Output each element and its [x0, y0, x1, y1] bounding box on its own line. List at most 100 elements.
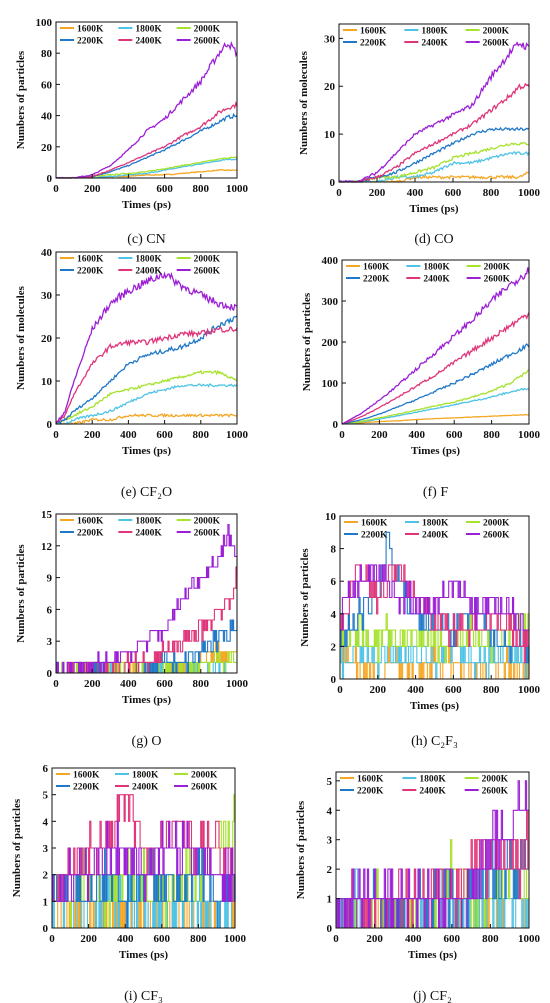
y-tick-label: 2 — [43, 870, 49, 882]
series-line-2600K — [55, 40, 238, 179]
chart-panel-7: 0 200 400 600 800 1000 0 1 2 3 4 5 6 Times (ps) Number… — [11, 763, 247, 1003]
series-line-2200K — [336, 839, 529, 929]
panel-caption: (g) O — [132, 734, 162, 749]
x-tick-label: 800 — [193, 678, 210, 690]
x-tick-label: 1000 — [226, 678, 249, 690]
series-line-2400K — [341, 312, 530, 425]
legend-label: 2200K — [363, 275, 390, 285]
x-tick-label: 1000 — [518, 187, 541, 199]
legend-label: 2000K — [483, 27, 510, 37]
legend-label: 2600K — [194, 37, 221, 47]
x-tick-label: 400 — [407, 684, 424, 696]
x-tick-label: 0 — [53, 678, 59, 690]
y-axis-label: Numbers of particles — [295, 800, 307, 899]
x-tick-label: 600 — [445, 684, 462, 696]
chart-panel-8: 0 200 400 600 800 1000 0 1 2 3 4 5 Times (ps) Numbers… — [295, 771, 541, 1003]
y-tick-label: 30 — [324, 33, 336, 45]
series-line-2400K — [56, 566, 238, 674]
x-tick-label: 1000 — [518, 429, 541, 441]
y-tick-label: 4 — [331, 609, 337, 621]
x-tick-label: 200 — [84, 183, 101, 195]
series-line-2400K — [55, 100, 238, 179]
x-tick-label: 400 — [120, 678, 137, 690]
series-line-2600K — [338, 41, 530, 183]
series-line-2600K — [340, 564, 530, 631]
x-tick-label: 0 — [53, 429, 59, 441]
plot-frame — [339, 515, 530, 680]
panel-caption: (e) CF₂O — [121, 485, 172, 500]
panel-caption: (h) C₂F₃ — [411, 734, 458, 749]
legend: 1600K 1800K 2000K 2200K 2400K 2600K — [343, 27, 510, 49]
legend-label: 2200K — [361, 531, 388, 541]
legend: 1600K 1800K 2000K 2200K 2400K 2600K — [346, 263, 511, 285]
legend-label: 2000K — [191, 771, 218, 781]
series-line-1600K — [341, 413, 530, 425]
x-tick-label: 200 — [84, 678, 101, 690]
x-tick-label: 400 — [409, 429, 426, 441]
y-tick-label: 40 — [41, 247, 53, 259]
legend-label: 1600K — [357, 775, 384, 785]
x-tick-label: 1000 — [518, 933, 541, 945]
x-tick-label: 1000 — [224, 933, 247, 945]
series-line-1800K — [55, 383, 238, 425]
x-tick-label: 0 — [339, 429, 345, 441]
panel-caption: (i) CF₃ — [124, 989, 163, 1003]
y-tick-label: 300 — [322, 296, 339, 308]
legend-label: 2400K — [135, 37, 162, 47]
legend-label: 2600K — [482, 787, 509, 797]
y-tick-label: 3 — [327, 835, 333, 847]
x-tick-label: 200 — [371, 429, 388, 441]
legend-label: 2000K — [194, 255, 221, 265]
plot-frame — [55, 513, 238, 674]
y-tick-label: 6 — [47, 604, 53, 616]
y-tick-label: 0 — [47, 668, 53, 680]
x-axis-label: Times (ps) — [410, 700, 459, 712]
x-axis-label: Times (ps) — [411, 445, 460, 457]
y-tick-label: 15 — [41, 509, 53, 521]
plot-frame — [341, 259, 530, 425]
chart-panel-5: 0 200 400 600 800 1000 0 3 6 9 12 15 Times (ps) Numbe… — [15, 509, 249, 749]
x-tick-label: 400 — [120, 183, 137, 195]
y-axis-label: Numbers of molecules — [298, 50, 310, 155]
legend-label: 1600K — [77, 255, 104, 265]
y-tick-label: 100 — [36, 17, 53, 29]
panel-caption: (d) CO — [414, 232, 453, 247]
legend: 1600K 1800K 2000K 2200K 2400K 2600K — [60, 25, 221, 47]
x-tick-label: 800 — [193, 183, 210, 195]
x-axis-label: Times (ps) — [408, 949, 457, 961]
x-tick-label: 800 — [483, 684, 500, 696]
legend-label: 1600K — [363, 263, 390, 273]
y-tick-label: 20 — [41, 142, 53, 154]
y-tick-label: 0 — [331, 674, 337, 686]
x-tick-label: 800 — [482, 933, 499, 945]
legend: 1600K 1800K 2000K 2200K 2400K 2600K — [344, 519, 510, 541]
legend-label: 1800K — [419, 775, 446, 785]
legend-label: 2200K — [73, 783, 100, 793]
x-tick-label: 600 — [156, 183, 173, 195]
series-line-2600K — [56, 524, 238, 674]
legend-label: 1600K — [360, 27, 387, 37]
x-tick-label: 200 — [370, 684, 387, 696]
legend-label: 2400K — [132, 783, 159, 793]
chart-panel-6: 0 200 400 600 800 1000 0 2 4 6 8 10 Times (ps) Number… — [299, 511, 541, 749]
legend-label: 1800K — [135, 517, 162, 527]
x-tick-label: 1000 — [226, 429, 249, 441]
x-tick-label: 0 — [336, 187, 342, 199]
y-tick-label: 10 — [41, 376, 53, 388]
series-line-1800K — [339, 151, 530, 183]
panel-caption: (f) F — [423, 485, 448, 500]
legend-label: 2000K — [194, 25, 221, 35]
legend-label: 1800K — [135, 255, 162, 265]
series-line-1800K — [341, 387, 530, 425]
series-line-2000K — [55, 369, 238, 425]
legend-label: 2600K — [194, 529, 221, 539]
y-tick-label: 30 — [41, 290, 53, 302]
series-line-2200K — [55, 112, 238, 179]
legend-label: 1600K — [77, 25, 104, 35]
y-tick-label: 0 — [333, 419, 339, 431]
legend-label: 1600K — [77, 517, 104, 527]
legend: 1600K 1800K 2000K 2200K 2400K 2600K — [56, 771, 218, 793]
y-tick-label: 10 — [325, 511, 337, 523]
panel-caption: (c) CN — [127, 232, 166, 247]
